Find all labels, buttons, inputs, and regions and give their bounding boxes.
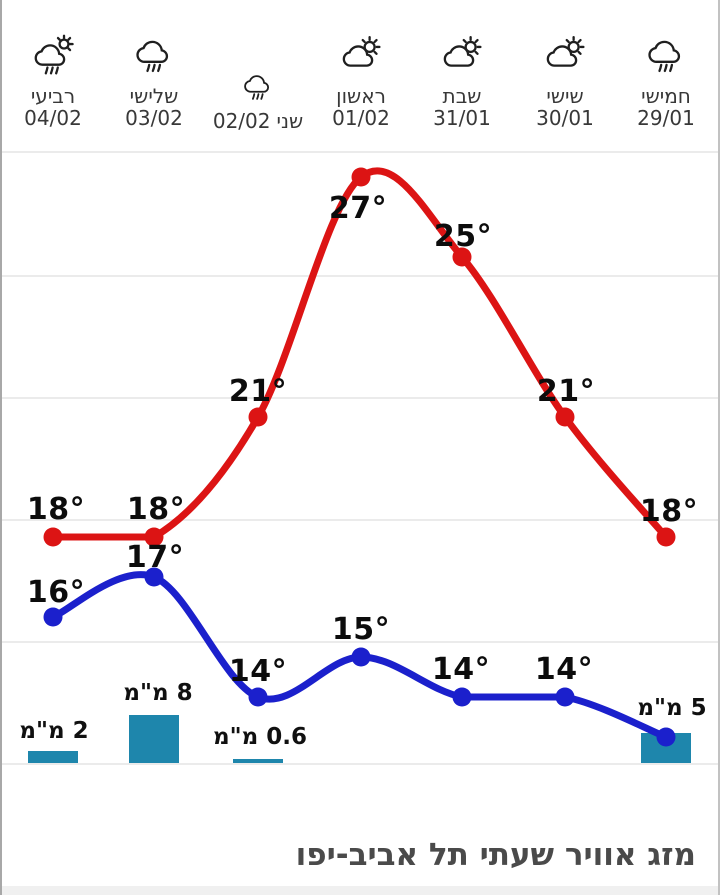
- gridline: [0, 397, 720, 399]
- low-temp-point: [656, 727, 676, 747]
- gridline: [0, 275, 720, 277]
- high-temp-label: 21°: [536, 374, 596, 409]
- bottom-strip: [0, 886, 720, 895]
- right-edge-line: [718, 0, 720, 895]
- high-temp-point: [43, 527, 63, 547]
- precip-bar: [129, 715, 179, 763]
- day-date: 01/02: [332, 106, 390, 130]
- high-temp-point: [144, 527, 164, 547]
- precip-bar: [233, 759, 283, 763]
- forecast-day-02-02[interactable]: שני02/02: [205, 34, 311, 132]
- precip-label: 2 מ"מ: [19, 718, 89, 744]
- gridline: [0, 763, 720, 765]
- day-name: שישי: [546, 84, 584, 108]
- low-temp-point: [43, 607, 63, 627]
- page-title: מזג אוויר שעתי תל אביב-יפו: [295, 837, 696, 873]
- day-name-date: שני02/02: [212, 109, 304, 133]
- sun-behind-cloud-icon: [338, 34, 384, 80]
- precip-label: 0.6 מ"מ: [212, 724, 308, 750]
- rain-icon: [643, 34, 689, 80]
- day-name: ראשון: [336, 84, 386, 108]
- temperature-chart: [28, 167, 691, 763]
- high-temp-label: 27°: [328, 191, 388, 226]
- low-temp-label: 14°: [228, 654, 288, 689]
- high-temp-point: [248, 407, 268, 427]
- low-temp-point: [452, 687, 472, 707]
- rain-icon: [240, 70, 276, 106]
- high-temp-label: 25°: [433, 219, 493, 254]
- day-date: 04/02: [24, 106, 82, 130]
- high-temp-label: 18°: [639, 494, 699, 529]
- high-temp-label: 21°: [228, 374, 288, 409]
- low-temp-label: 17°: [125, 540, 185, 575]
- precip-label: 5 מ"מ: [637, 695, 707, 721]
- precip-bar: [28, 751, 78, 763]
- precip-label: 8 מ"מ: [123, 680, 193, 706]
- left-edge-line: [0, 0, 2, 895]
- forecast-day-29-01[interactable]: חמישי 29/01: [613, 34, 719, 129]
- high-temp-label: 18°: [126, 492, 186, 527]
- gridline: [0, 641, 720, 643]
- rain-icon: [131, 34, 177, 80]
- sun-shower-icon: [30, 34, 76, 80]
- high-temp-label: 18°: [26, 492, 86, 527]
- gridline: [0, 519, 720, 521]
- low-temp-label: 14°: [431, 652, 491, 687]
- high-temp-point: [656, 527, 676, 547]
- low-temp-point: [351, 647, 371, 667]
- low-temp-point: [555, 687, 575, 707]
- forecast-day-03-02[interactable]: שלישי 03/02: [101, 34, 207, 129]
- low-temp-label: 16°: [26, 575, 86, 610]
- day-date: 30/01: [536, 106, 594, 130]
- high-temp-point: [452, 247, 472, 267]
- forecast-day-30-01[interactable]: שישי 30/01: [512, 34, 618, 129]
- high-temp-point: [555, 407, 575, 427]
- low-temp-point: [248, 687, 268, 707]
- title-bar: מזג אוויר שעתי תל אביב-יפו: [0, 828, 720, 882]
- day-name: חמישי: [641, 84, 691, 108]
- day-date: 03/02: [125, 106, 183, 130]
- low-temp-label: 15°: [331, 612, 391, 647]
- day-name: שלישי: [129, 84, 179, 108]
- day-date: 31/01: [433, 106, 491, 130]
- forecast-day-04-02[interactable]: רביעי 04/02: [0, 34, 106, 129]
- day-name: שבת: [442, 84, 482, 108]
- low-temp-point: [144, 567, 164, 587]
- low-temp-label: 14°: [534, 652, 594, 687]
- day-name: רביעי: [30, 84, 76, 108]
- day-date: 29/01: [637, 106, 695, 130]
- forecast-day-31-01[interactable]: שבת 31/01: [409, 34, 515, 129]
- sun-behind-cloud-icon: [542, 34, 588, 80]
- gridline: [0, 151, 720, 153]
- high-temp-point: [351, 167, 371, 187]
- forecast-day-01-02[interactable]: ראשון 01/02: [308, 34, 414, 129]
- sun-behind-cloud-icon: [439, 34, 485, 80]
